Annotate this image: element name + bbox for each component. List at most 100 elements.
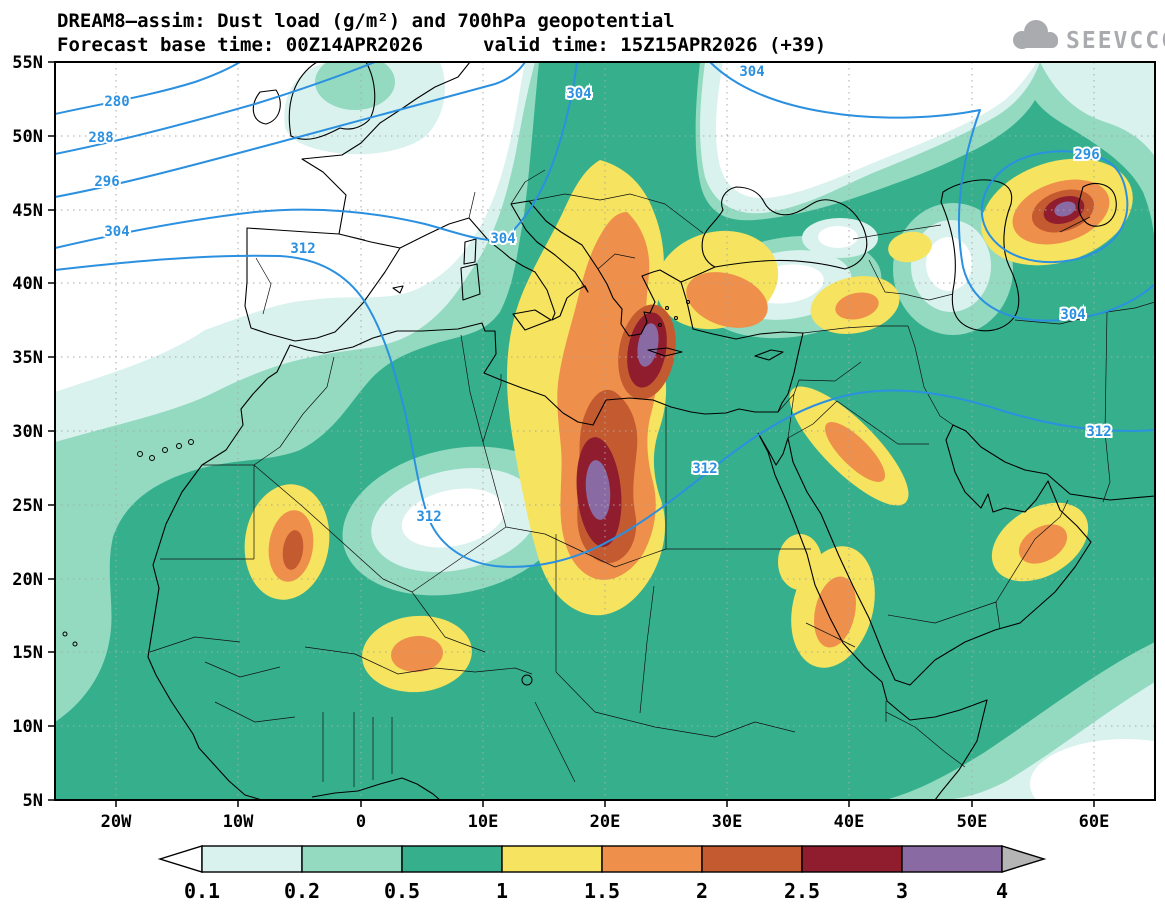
colorbar-label: 0.2 [284,879,320,903]
coastlines [62,62,1155,800]
coast-britain [288,62,376,140]
colorbar-label: 2 [696,879,708,903]
y-tick-label: 5N [23,791,43,811]
x-tick-label: 0 [356,812,366,832]
base-time-label: Forecast base time: 00Z14APR2026 [57,34,423,56]
y-tick-label: 35N [12,348,43,368]
contour-label: 312 [416,509,441,525]
page-title: DREAM8—assim: Dust load (g/m²) and 700hP… [57,10,675,32]
contour-label: 304 [1060,307,1085,323]
country-borders [149,169,1155,787]
colorbar-segment [701,845,803,873]
colorbar-segment [301,845,403,873]
contour-label: 304 [490,231,515,247]
y-tick-label: 30N [12,422,43,442]
y-tick-label: 20N [12,570,43,590]
x-tick-label: 60E [1079,812,1110,832]
coast-aral-sea [1078,183,1117,227]
coast-redsea-horn [757,432,988,800]
contour-312 [55,254,1155,568]
x-tick-label: 10W [223,812,254,832]
seevccc-logo: SEEVCCC [1013,20,1165,54]
y-tick-label: 25N [12,496,43,516]
contour-304-east [709,62,1155,322]
y-tick-label: 40N [12,274,43,294]
x-axis-labels: 20W 10W 0 10E 20E 30E 40E 50E 60E [101,812,1110,832]
dust-region-1p5-eturkey [835,292,879,320]
contour-label: 312 [290,241,315,257]
contour-280 [55,62,241,115]
contour-label: 304 [739,64,764,80]
contour-labels: 280 288 296 304 312 304 304 304 296 304 … [86,62,1113,527]
colorbar-labels: 0.1 0.2 0.5 1 1.5 2 2.5 3 4 [184,879,1008,903]
colorbar-label: 3 [896,879,908,903]
hole-secorner [1030,739,1155,800]
y-axis-labels: 55N 50N 45N 40N 35N 30N 25N 20N 15N 10N … [12,53,43,811]
logo-text: SEEVCCC [1066,28,1165,54]
x-tick-label: 30E [712,812,743,832]
dust-region-1p5-redsea [814,576,856,648]
y-tick-label: 55N [12,53,43,73]
colorbar-segment [401,845,503,873]
colorbar-label: 0.1 [184,879,220,903]
contour-304-west [55,62,578,249]
contour-label: 312 [1086,424,1111,440]
coast-islands [392,238,784,361]
map-plot: 280 288 296 304 312 304 304 304 296 304 … [12,53,1156,832]
y-tick-label: 15N [12,643,43,663]
geopotential-contours [55,62,1155,568]
colorbar-segment [501,845,603,873]
valid-time-label: valid time: 15Z15APR2026 (+39) [483,34,826,56]
colorbar-label: 0.5 [384,879,420,903]
dust-region-1p5-niger [391,635,443,673]
contour-label: 288 [88,130,113,146]
colorbar-segment [801,845,903,873]
hole-eblacksea-core [818,226,858,248]
contour-label: 304 [566,86,591,102]
colorbar-segment [901,845,1003,873]
contour-296-caspian-loop [980,150,1129,264]
hole-algeria-core [401,488,505,548]
dust-region-3-caspian [1054,201,1076,217]
colorbar: 0.1 0.2 0.5 1 1.5 2 2.5 3 4 [157,845,1047,903]
colorbar-segment [601,845,703,873]
x-tick-label: 20W [101,812,132,832]
x-tick-label: 10E [468,812,499,832]
colorbar-label: 2.5 [784,879,820,903]
dust-region-1p5-oman [1018,524,1068,564]
contour-label: 312 [692,461,717,477]
coast-iberia [244,227,401,342]
contour-label: 280 [104,94,129,110]
y-tick-label: 45N [12,201,43,221]
dust-region-1-caucasus [888,231,932,263]
coast-watlantic-europe [301,62,471,235]
coast-arabia [787,424,1155,686]
contour-label: 296 [94,174,119,190]
axis-ticks [48,61,1095,807]
colorbar-label: 1.5 [584,879,620,903]
contour-label: 304 [104,224,129,240]
cloud-icon [1013,20,1058,49]
colorbar-segment [201,845,303,873]
coast-black-sea [701,186,868,270]
dust-region-1p5-aegean [686,272,768,328]
dust-region-3-med [637,323,659,367]
coast-sinai [757,432,789,466]
dust-region-3-sahara [585,460,611,520]
small-islands [62,300,690,686]
colorbar-arrow-left [157,845,203,873]
contour-label: 296 [1074,147,1099,163]
y-tick-label: 10N [12,717,43,737]
contour-296-west [55,62,526,198]
contour-288 [55,62,376,155]
dust-region-1p5-nsaudi [825,422,885,482]
y-tick-label: 50N [12,127,43,147]
coast-turkey-levant-africa [147,281,804,800]
coast-gulf-of-guinea [311,777,441,800]
dust-region-2-wsahara [282,530,304,570]
colorbar-arrow-right [1001,845,1047,873]
colorbar-label: 1 [496,879,508,903]
x-tick-label: 50E [957,812,988,832]
